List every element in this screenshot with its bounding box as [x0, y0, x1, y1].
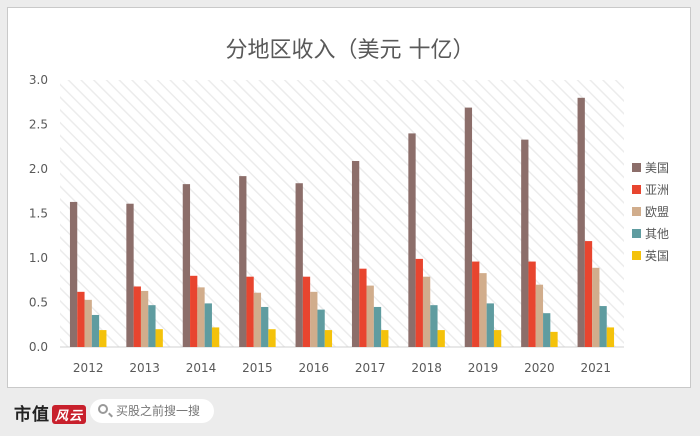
logo-badge: 风云 [52, 405, 87, 424]
bar [493, 330, 502, 347]
bar [84, 299, 92, 347]
bar [261, 306, 269, 347]
y-tick-label: 2.5 [29, 118, 48, 132]
x-axis: 2012 2013 2014 2015 2016 2017 2018 2019 2020 2021 [60, 346, 624, 375]
bar [359, 268, 367, 347]
x-tick-label: 2020 [524, 361, 555, 375]
bar [464, 107, 473, 347]
x-tick-label: 2021 [581, 361, 612, 375]
bar [91, 314, 100, 347]
x-tick-label: 2014 [186, 361, 217, 375]
y-tick-label: 0.0 [29, 340, 48, 354]
search-box[interactable]: 买股之前搜一搜 [90, 399, 214, 423]
bar [239, 176, 247, 347]
bar [295, 183, 303, 347]
chart-title: 分地区收入（美元 十亿） [226, 38, 475, 63]
bar [415, 258, 423, 347]
bar [606, 327, 615, 347]
search-icon [98, 404, 108, 414]
bar [381, 330, 389, 347]
bar [140, 290, 149, 347]
bar [422, 276, 431, 347]
legend-label: 英国 [645, 249, 669, 263]
bar [211, 327, 220, 347]
bar [599, 306, 607, 347]
bar [77, 291, 85, 347]
bar [253, 292, 262, 347]
bar [310, 291, 318, 347]
x-tick-label: 2019 [468, 361, 499, 375]
legend-label: 美国 [645, 161, 669, 175]
y-axis: 0.0 0.5 1.0 1.5 2.0 2.5 3.0 [29, 73, 48, 354]
legend-swatch [632, 207, 641, 216]
bar [126, 203, 134, 347]
x-tick-label: 2012 [73, 361, 104, 375]
x-tick-label: 2013 [129, 361, 160, 375]
bar [302, 276, 311, 347]
legend-label: 其他 [645, 227, 669, 241]
bar [472, 261, 480, 347]
bar [190, 275, 198, 347]
bar [182, 184, 191, 347]
y-tick-label: 2.0 [29, 162, 48, 176]
legend-swatch [632, 185, 641, 194]
x-tick-label: 2015 [242, 361, 273, 375]
bar [246, 276, 254, 347]
bar [148, 305, 156, 347]
bar [528, 261, 536, 347]
bar [324, 330, 333, 347]
bar [133, 286, 141, 347]
bar [351, 160, 360, 347]
bar [408, 133, 416, 347]
y-tick-label: 3.0 [29, 73, 48, 87]
bar [437, 330, 445, 347]
y-tick-label: 1.0 [29, 251, 48, 265]
bar [204, 303, 212, 347]
y-tick-label: 0.5 [29, 296, 48, 310]
bars [69, 97, 615, 347]
x-tick-label: 2018 [411, 361, 442, 375]
logo-text: 市值 [14, 405, 50, 425]
bar [268, 329, 276, 347]
bar [69, 201, 78, 347]
x-tick-label: 2016 [299, 361, 330, 375]
bar [317, 309, 325, 347]
bar [592, 267, 600, 347]
x-tick-label: 2017 [355, 361, 386, 375]
bar [486, 303, 494, 347]
bar [535, 284, 544, 347]
bar [155, 329, 163, 347]
bar [543, 313, 551, 347]
bar [521, 139, 529, 347]
footer-bar: 市值 风云 买股之前搜一搜 [0, 392, 700, 436]
legend-swatch [632, 229, 641, 238]
bar [479, 273, 487, 347]
brand-logo[interactable]: 市值 风云 [14, 400, 87, 425]
bar [373, 306, 382, 347]
legend-label: 欧盟 [645, 205, 669, 219]
bar [99, 330, 107, 347]
bar [430, 305, 438, 347]
bar [584, 241, 593, 347]
bar [197, 287, 205, 347]
bar [577, 97, 585, 347]
search-placeholder: 买股之前搜一搜 [116, 404, 201, 418]
y-tick-label: 1.5 [29, 207, 48, 221]
bar [550, 331, 558, 347]
bar [366, 285, 374, 347]
bar-chart: 分地区收入（美元 十亿） 0.00.51.01.52.02.53.0 2012 2… [29, 38, 669, 375]
legend-label: 亚洲 [645, 183, 669, 197]
legend-swatch [632, 163, 641, 172]
legend-swatch [632, 251, 641, 260]
